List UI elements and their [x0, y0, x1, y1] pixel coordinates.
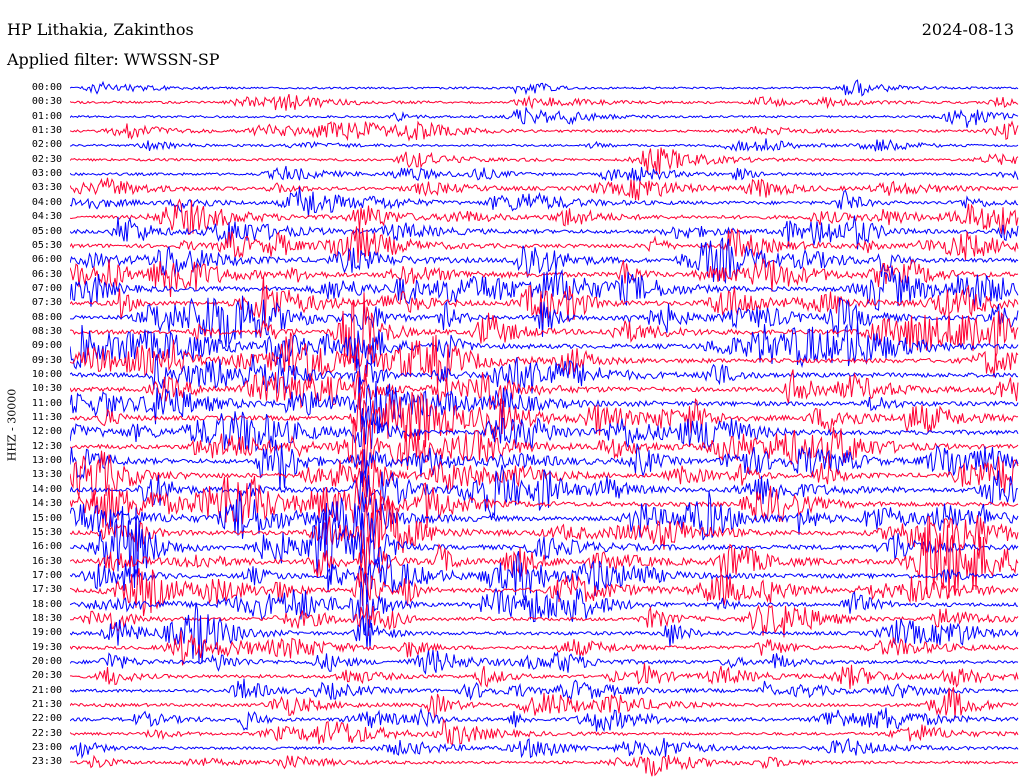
time-label: 10:30 [31, 383, 62, 395]
trace-row-0900 [70, 321, 1019, 370]
time-label: 15:00 [31, 512, 62, 524]
trace-row-0000 [70, 79, 1019, 97]
date-label: 2024-08-13 [921, 20, 1014, 39]
station-title: HP Lithakia, Zakinthos [7, 20, 194, 39]
trace-row-1430 [70, 475, 1019, 529]
trace-row-2230 [70, 718, 1019, 746]
trace-row-0200 [70, 138, 1019, 153]
trace-row-0330 [70, 177, 1019, 201]
time-label: 16:00 [31, 541, 62, 553]
time-label: 08:00 [31, 311, 62, 323]
time-label: 19:30 [31, 641, 62, 653]
trace-row-1300 [70, 439, 1019, 490]
time-label: 20:30 [31, 670, 62, 682]
trace-row-1800 [70, 581, 1019, 637]
trace-row-1630 [70, 516, 1019, 598]
time-label: 12:30 [31, 440, 62, 452]
time-label: 05:30 [31, 239, 62, 251]
trace-row-1100 [70, 376, 1019, 435]
trace-row-2130 [70, 687, 1019, 719]
time-label: 06:30 [31, 268, 62, 280]
trace-row-0130 [70, 120, 1019, 142]
trace-row-2100 [70, 678, 1019, 702]
time-label: 21:00 [31, 684, 62, 696]
time-label: 19:00 [31, 627, 62, 639]
trace-row-0500 [70, 215, 1019, 250]
trace-row-0530 [70, 226, 1019, 263]
time-label: 20:00 [31, 656, 62, 667]
seismogram-plot [70, 79, 1019, 777]
time-label: 03:00 [31, 168, 62, 180]
trace-row-1830 [70, 604, 1019, 638]
trace-row-2300 [70, 737, 1019, 760]
time-label: 10:00 [31, 369, 62, 380]
time-label: 07:30 [31, 297, 62, 309]
time-label: 09:30 [31, 354, 62, 366]
time-label: 14:30 [31, 498, 62, 510]
time-label: 16:30 [31, 555, 62, 567]
time-label: 23:30 [31, 756, 62, 768]
trace-row-2330 [70, 754, 1019, 777]
time-labels: 00:00 00:30 01:00 01:30 02:00 02:30 03:00 03:30… [0, 0, 64, 780]
time-label: 17:00 [31, 569, 62, 581]
time-label: 01:30 [31, 125, 62, 137]
trace-row-2030 [70, 663, 1019, 690]
trace-row-1130 [70, 391, 1019, 448]
time-label: 00:00 [31, 82, 62, 93]
trace-row-1530 [70, 490, 1019, 565]
time-label: 01:00 [31, 110, 62, 122]
time-label: 13:00 [31, 455, 62, 467]
time-label: 22:00 [31, 713, 62, 725]
trace-row-1900 [70, 602, 1019, 664]
trace-row-2000 [70, 649, 1019, 675]
trace-row-1000 [70, 354, 1019, 394]
time-label: 12:00 [31, 426, 62, 438]
trace-row-1600 [70, 502, 1019, 593]
trace-row-1500 [70, 491, 1019, 544]
trace-row-0300 [70, 165, 1019, 183]
trace-row-1400 [70, 464, 1018, 521]
trace-row-0700 [70, 266, 1019, 311]
trace-row-0030 [70, 93, 1019, 111]
trace-row-1730 [70, 564, 1019, 617]
time-label: 05:00 [31, 225, 62, 237]
time-label: 03:30 [31, 182, 62, 194]
trace-row-0600 [70, 237, 1019, 285]
trace-row-2200 [70, 707, 1019, 732]
filter-label: Applied filter: WWSSN-SP [7, 50, 220, 69]
time-label: 02:30 [31, 153, 62, 165]
trace-row-0230 [70, 147, 1019, 175]
time-label: 13:30 [31, 469, 62, 481]
time-label: 23:00 [31, 742, 62, 754]
time-label: 18:00 [31, 598, 62, 610]
trace-row-1200 [70, 405, 1019, 453]
time-label: 08:30 [31, 325, 62, 337]
trace-row-0830 [70, 292, 1019, 371]
time-label: 17:30 [31, 584, 62, 596]
time-label: 22:30 [31, 727, 62, 739]
time-label: 11:30 [31, 412, 62, 424]
trace-row-1930 [70, 630, 1019, 666]
trace-row-1230 [70, 416, 1019, 479]
time-label: 18:30 [31, 612, 62, 624]
time-label: 02:00 [31, 139, 62, 151]
time-label: 04:00 [31, 196, 62, 208]
time-label: 15:30 [31, 526, 62, 538]
trace-row-0400 [70, 186, 1019, 217]
trace-row-0930 [70, 332, 1019, 391]
time-label: 14:00 [31, 483, 62, 495]
trace-row-1030 [70, 369, 1019, 411]
time-label: 00:30 [31, 96, 62, 108]
trace-row-0100 [70, 107, 1019, 128]
time-label: 09:00 [31, 340, 62, 352]
time-label: 21:30 [31, 699, 62, 711]
trace-row-1700 [70, 551, 1019, 603]
time-label: 06:00 [31, 254, 62, 266]
trace-row-0430 [70, 198, 1019, 235]
trace-row-0800 [70, 295, 1019, 348]
time-label: 04:30 [31, 211, 62, 223]
time-label: 11:00 [31, 397, 62, 409]
time-label: 07:00 [31, 282, 62, 294]
